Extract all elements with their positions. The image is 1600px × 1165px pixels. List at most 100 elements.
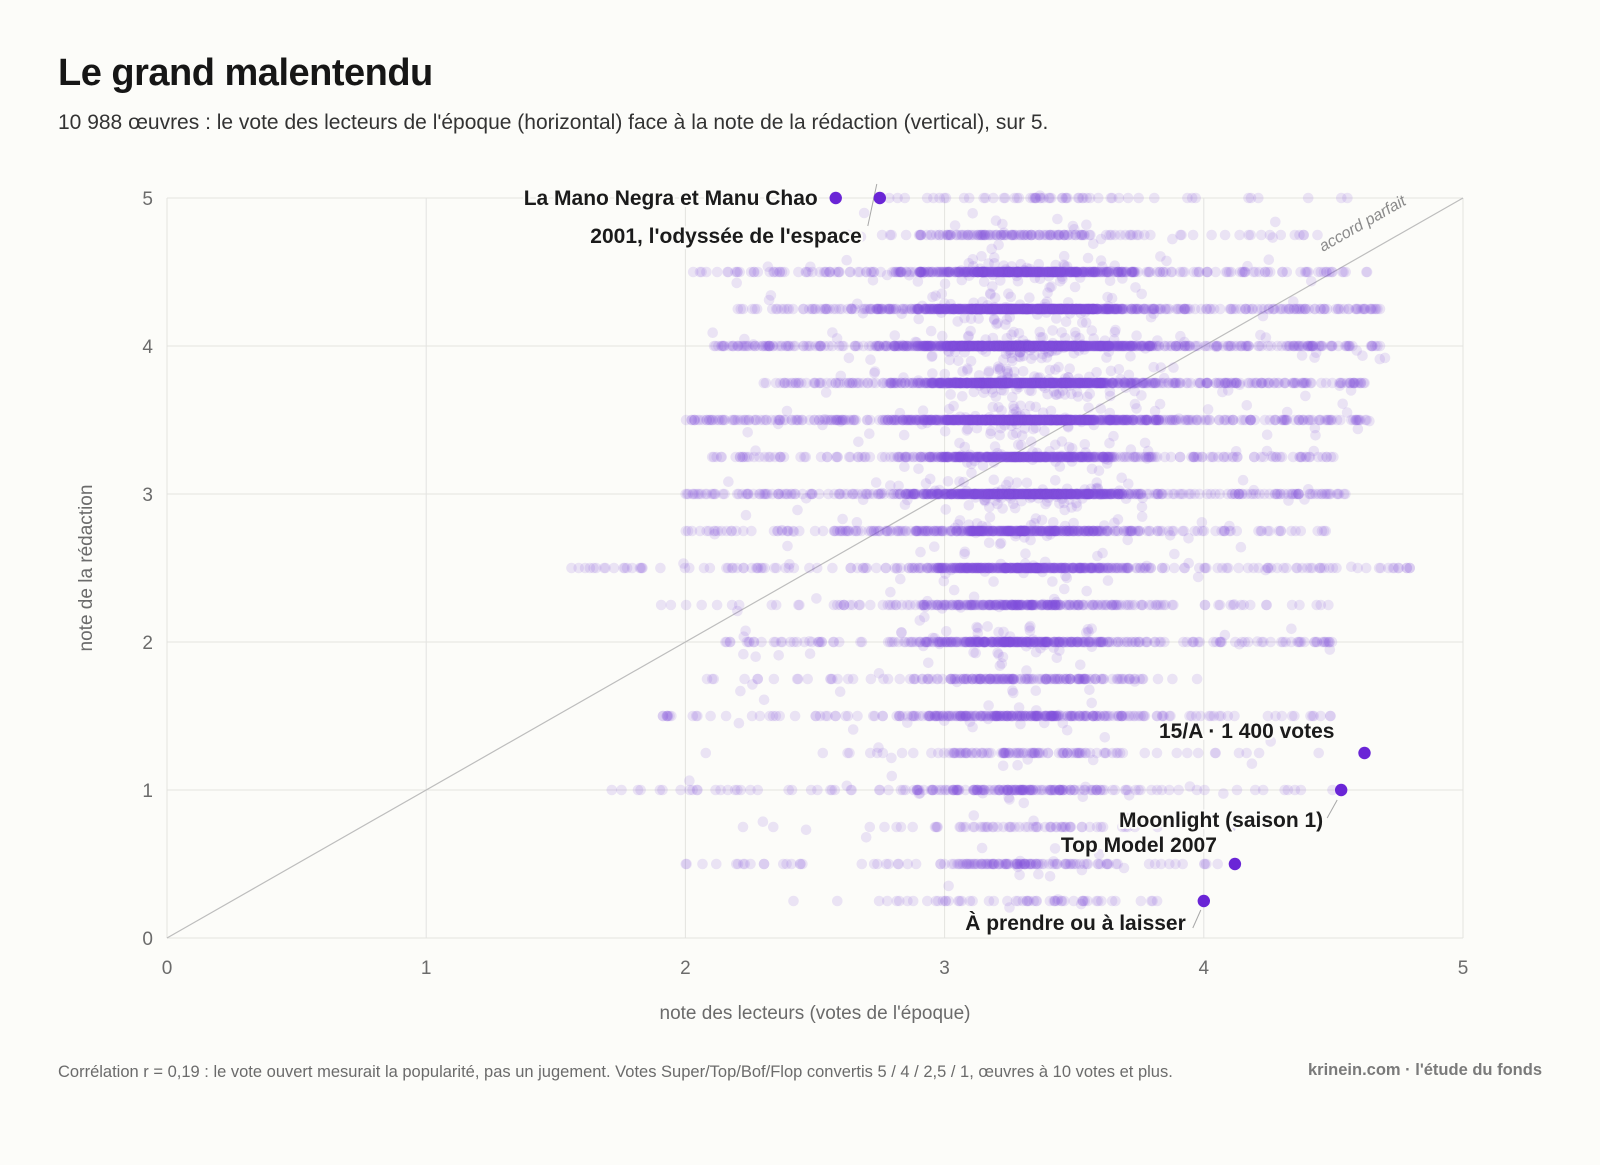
data-point: [732, 266, 743, 278]
data-point: [1206, 229, 1217, 241]
chart-title: Le grand malentendu: [58, 52, 433, 94]
data-point: [1059, 266, 1070, 278]
data-point: [864, 428, 875, 440]
data-point: [1067, 229, 1078, 241]
data-point: [1106, 192, 1118, 204]
data-point: [916, 266, 927, 278]
data-point: [1031, 266, 1043, 278]
data-point: [926, 229, 937, 241]
data-point: [994, 266, 1005, 278]
data-point: [982, 229, 994, 241]
data-point: [995, 266, 1007, 278]
data-point: [1018, 229, 1029, 241]
data-point: [1069, 266, 1080, 278]
data-point: [937, 303, 948, 315]
data-point: [886, 229, 897, 241]
data-point: [1095, 266, 1107, 278]
data-point: [1032, 266, 1043, 278]
data-point: [1008, 229, 1019, 241]
data-point: [1133, 229, 1144, 241]
data-point: [1047, 266, 1059, 278]
data-point: [807, 266, 818, 278]
data-point: [1224, 266, 1235, 278]
data-point: [1076, 229, 1088, 241]
data-point: [1013, 266, 1024, 278]
data-point: [1010, 266, 1022, 278]
data-point: [1113, 192, 1125, 204]
data-point: [978, 192, 989, 204]
data-point: [1355, 377, 1367, 389]
data-point: [1042, 266, 1054, 278]
data-point: [1041, 352, 1053, 363]
data-point: [1051, 303, 1063, 315]
data-point: [1289, 229, 1301, 241]
data-point: [1301, 266, 1313, 278]
data-point: [949, 266, 961, 278]
data-point: [988, 192, 999, 204]
data-point: [942, 266, 954, 278]
data-point: [989, 314, 1000, 326]
data-point: [1086, 266, 1098, 278]
data-point: [959, 266, 970, 278]
data-point: [911, 303, 922, 315]
data-point: [1013, 229, 1025, 241]
data-point: [1124, 229, 1136, 241]
data-point: [968, 261, 979, 272]
data-point: [993, 239, 1004, 251]
data-point: [992, 361, 1004, 373]
data-point: [987, 229, 999, 241]
data-point: [990, 266, 1001, 278]
data-point: [1024, 266, 1035, 278]
data-point: [1012, 266, 1023, 278]
data-point: [1089, 266, 1101, 278]
data-point: [913, 313, 924, 325]
data-point: [784, 340, 796, 352]
data-point: [1002, 266, 1013, 278]
data-point: [1056, 266, 1067, 278]
data-point: [1038, 192, 1049, 204]
data-point: [1049, 266, 1060, 278]
data-point: [1008, 303, 1020, 315]
data-point: [954, 266, 965, 278]
data-point: [807, 303, 818, 315]
data-point: [931, 266, 943, 278]
data-point: [978, 266, 990, 278]
data-point: [963, 258, 975, 269]
data-point: [977, 266, 989, 278]
data-point: [1014, 266, 1026, 278]
data-point: [1054, 229, 1066, 241]
data-point: [1071, 266, 1083, 278]
data-point: [1034, 303, 1046, 315]
data-point: [790, 377, 801, 389]
data-point: [951, 229, 963, 241]
data-point: [1060, 266, 1071, 278]
data-point: [1087, 266, 1099, 278]
data-point: [941, 229, 952, 241]
data-point: [944, 266, 955, 278]
data-point: [1074, 229, 1086, 241]
data-point: [1100, 229, 1112, 241]
data-point: [1168, 362, 1179, 373]
data-point: [1076, 229, 1088, 241]
data-point: [1337, 398, 1348, 410]
data-point: [1145, 229, 1156, 241]
data-point: [991, 229, 1003, 241]
data-point: [1074, 266, 1085, 278]
data-point: [1058, 250, 1070, 262]
data-point: [998, 266, 1010, 278]
data-point: [1079, 266, 1090, 278]
data-point: [979, 229, 990, 241]
data-point: [991, 266, 1002, 278]
data-point: [1039, 266, 1051, 278]
data-point: [963, 192, 975, 204]
data-point: [888, 266, 900, 278]
data-point: [1160, 266, 1172, 278]
data-point: [1253, 192, 1264, 204]
data-point: [1034, 192, 1046, 204]
data-point: [957, 391, 968, 402]
data-point: [937, 266, 949, 278]
data-point: [1018, 266, 1030, 278]
data-point: [1039, 266, 1050, 278]
data-point: [1126, 266, 1138, 278]
data-point: [913, 266, 925, 278]
